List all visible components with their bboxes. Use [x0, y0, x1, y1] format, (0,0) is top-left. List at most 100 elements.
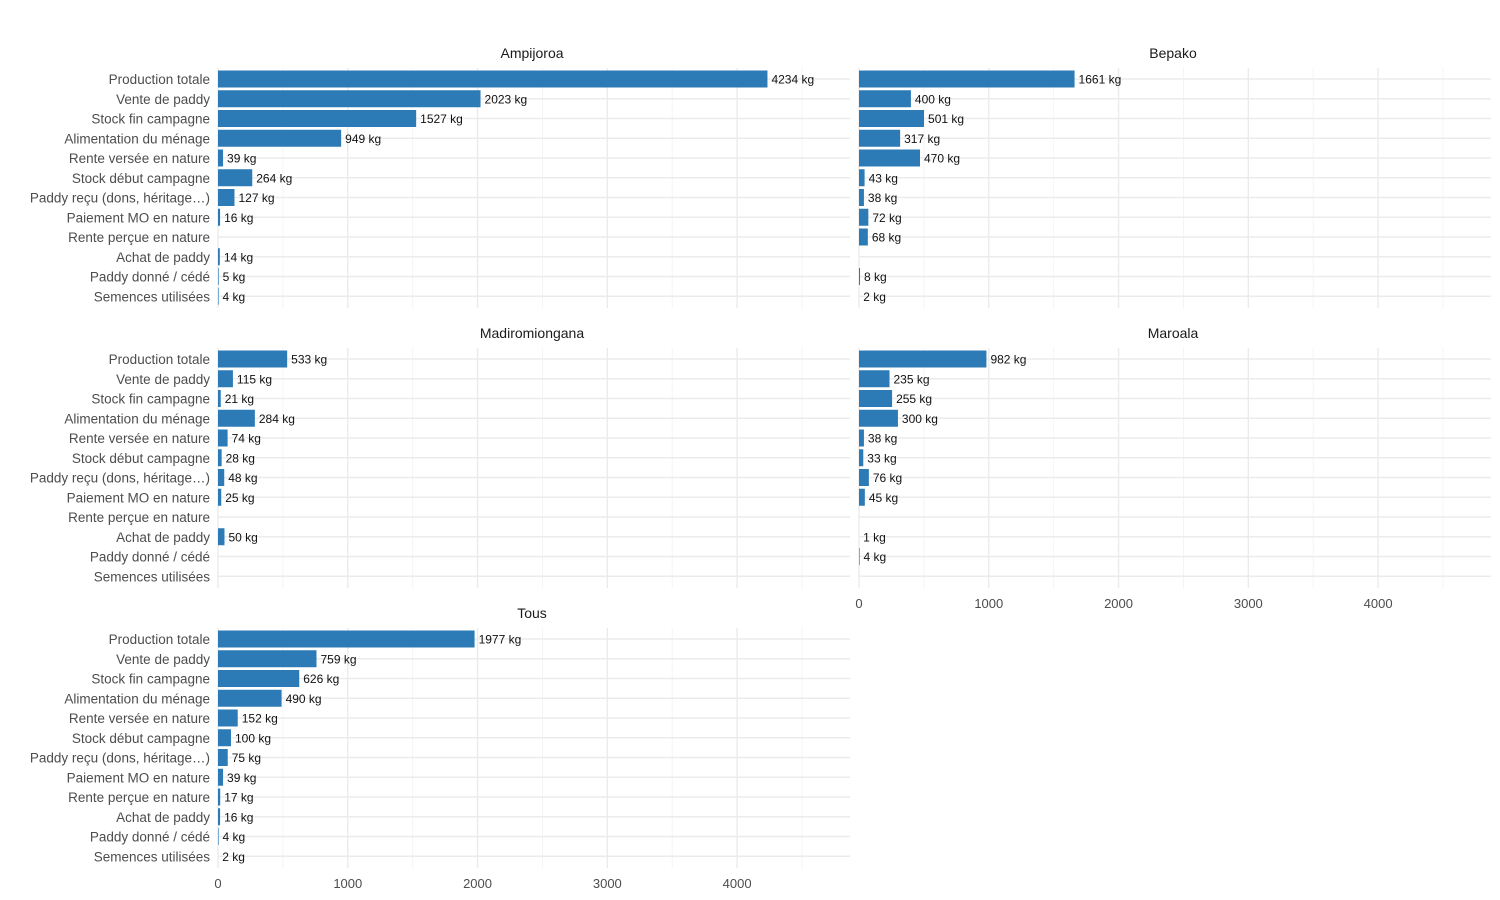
data-label: 533 kg — [291, 353, 327, 367]
data-label: 74 kg — [232, 432, 261, 446]
data-label: 72 kg — [872, 211, 901, 225]
panel-title: Bepako — [1149, 45, 1197, 61]
bar — [218, 129, 342, 147]
category-label: Paddy reçu (dons, héritage…) — [30, 471, 210, 486]
panel-title: Madiromiongana — [480, 325, 584, 341]
bar — [859, 429, 864, 447]
x-tick-label: 4000 — [723, 876, 752, 891]
data-label: 626 kg — [303, 672, 339, 686]
data-label: 115 kg — [237, 372, 272, 386]
category-label: Production totale — [109, 352, 210, 367]
bar — [218, 169, 253, 187]
bar — [218, 429, 228, 447]
panel-title: Maroala — [1148, 325, 1199, 341]
category-label: Stock début campagne — [72, 451, 210, 466]
category-label: Stock début campagne — [72, 171, 210, 186]
category-label: Stock fin campagne — [91, 672, 210, 687]
x-tick-label: 1000 — [974, 596, 1003, 611]
category-label: Vente de paddy — [116, 92, 210, 107]
category-label: Production totale — [109, 72, 210, 87]
data-label: 4 kg — [223, 290, 246, 304]
category-label: Semences utilisées — [94, 569, 211, 584]
bar — [218, 488, 222, 506]
data-label: 1977 kg — [479, 633, 522, 647]
data-label: 1661 kg — [1079, 73, 1122, 87]
category-label: Semences utilisées — [94, 289, 211, 304]
panel-title: Ampijoroa — [500, 45, 563, 61]
x-tick-label: 0 — [855, 596, 862, 611]
bar — [859, 70, 1075, 88]
category-label: Rente perçue en nature — [68, 230, 210, 245]
data-label: 39 kg — [227, 152, 256, 166]
bar — [859, 169, 865, 187]
data-label: 39 kg — [227, 771, 256, 785]
data-label: 235 kg — [893, 372, 929, 386]
bar — [859, 469, 869, 486]
data-label: 75 kg — [232, 751, 261, 765]
bar — [859, 390, 893, 407]
data-label: 4234 kg — [771, 73, 814, 87]
bar — [218, 650, 317, 668]
bar — [218, 350, 288, 368]
bar — [859, 228, 868, 246]
data-label: 127 kg — [238, 191, 274, 205]
category-label: Stock début campagne — [72, 731, 210, 746]
bar — [859, 90, 911, 108]
category-label: Stock fin campagne — [91, 392, 210, 407]
category-label: Paiement MO en nature — [67, 770, 210, 785]
data-label: 264 kg — [256, 171, 292, 185]
category-label: Rente versée en nature — [69, 711, 210, 726]
bar — [859, 409, 898, 427]
category-label: Rente perçue en nature — [68, 790, 210, 805]
bar — [218, 749, 228, 766]
data-label: 33 kg — [867, 451, 896, 465]
data-label: 8 kg — [864, 270, 887, 284]
data-label: 28 kg — [226, 451, 255, 465]
bar — [218, 729, 231, 747]
data-label: 501 kg — [928, 112, 964, 126]
bar — [859, 488, 865, 506]
bar — [859, 189, 864, 206]
panel-title: Tous — [517, 605, 547, 621]
bar — [859, 548, 860, 565]
bar — [218, 90, 481, 108]
data-label: 284 kg — [259, 412, 295, 426]
category-label: Paddy donné / cédé — [90, 830, 210, 845]
bar — [218, 768, 224, 786]
bar — [218, 630, 475, 648]
category-label: Vente de paddy — [116, 372, 210, 387]
data-label: 5 kg — [223, 270, 246, 284]
bar — [218, 110, 417, 127]
x-tick-label: 3000 — [1234, 596, 1263, 611]
bar — [218, 149, 224, 167]
data-label: 50 kg — [228, 530, 257, 544]
data-label: 1527 kg — [420, 112, 463, 126]
bar — [218, 248, 220, 266]
category-label: Paddy donné / cédé — [90, 550, 210, 565]
data-label: 45 kg — [869, 491, 898, 505]
bar — [859, 208, 869, 226]
data-label: 14 kg — [224, 250, 253, 264]
data-label: 300 kg — [902, 412, 938, 426]
bar — [218, 208, 221, 226]
data-label: 2 kg — [222, 850, 245, 864]
category-label: Semences utilisées — [94, 849, 211, 864]
bar — [859, 110, 925, 127]
bar — [859, 370, 890, 388]
data-label: 759 kg — [320, 652, 356, 666]
bar — [218, 287, 219, 305]
data-label: 25 kg — [225, 491, 254, 505]
bar — [218, 449, 222, 467]
data-label: 317 kg — [904, 132, 940, 146]
bar — [218, 409, 255, 427]
category-label: Achat de paddy — [116, 810, 210, 825]
bar — [859, 350, 987, 368]
category-label: Stock fin campagne — [91, 112, 210, 127]
x-tick-label: 0 — [214, 876, 221, 891]
bar — [218, 828, 219, 845]
bar — [218, 268, 219, 285]
category-label: Achat de paddy — [116, 250, 210, 265]
data-label: 255 kg — [896, 392, 932, 406]
category-label: Paddy reçu (dons, héritage…) — [30, 751, 210, 766]
data-label: 400 kg — [915, 92, 951, 106]
